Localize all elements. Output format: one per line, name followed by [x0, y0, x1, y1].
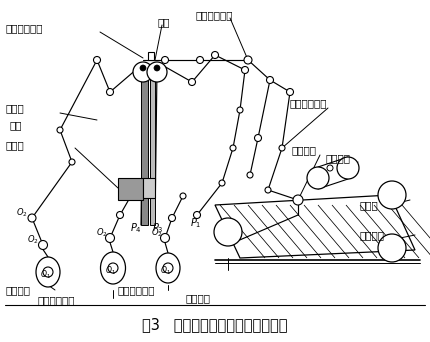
Bar: [141, 65, 148, 225]
Text: $P_4$: $P_4$: [130, 221, 142, 235]
Circle shape: [378, 181, 406, 209]
Circle shape: [265, 187, 271, 193]
Circle shape: [163, 263, 173, 273]
Polygon shape: [215, 195, 415, 258]
Circle shape: [39, 240, 47, 250]
Text: 二次上袋凸轮: 二次上袋凸轮: [38, 295, 76, 305]
Text: 夹持器: 夹持器: [5, 103, 24, 113]
Circle shape: [286, 89, 294, 95]
Circle shape: [255, 134, 261, 142]
Circle shape: [219, 180, 225, 186]
Circle shape: [43, 267, 53, 277]
Text: $P_1$: $P_1$: [190, 216, 202, 230]
Text: 送袋皮带: 送袋皮带: [185, 293, 210, 303]
Bar: [150, 65, 155, 225]
Text: 钳手: 钳手: [10, 120, 22, 130]
Circle shape: [214, 218, 242, 246]
Circle shape: [105, 234, 114, 242]
Text: $O_1$: $O_1$: [40, 269, 50, 281]
Circle shape: [293, 195, 303, 205]
Bar: [143, 178, 155, 198]
Circle shape: [230, 145, 236, 151]
Circle shape: [194, 211, 200, 219]
Circle shape: [69, 159, 75, 165]
Bar: [118, 178, 143, 200]
Circle shape: [237, 107, 243, 113]
Circle shape: [28, 214, 36, 222]
Circle shape: [162, 56, 169, 64]
Text: 夹袋凸轮: 夹袋凸轮: [5, 285, 30, 295]
Circle shape: [93, 56, 101, 64]
Circle shape: [154, 65, 160, 71]
Circle shape: [327, 165, 333, 171]
Circle shape: [242, 66, 249, 74]
Text: 一次上袋机构: 一次上袋机构: [290, 98, 328, 108]
Circle shape: [212, 52, 218, 58]
Ellipse shape: [156, 253, 180, 283]
Text: $O_2$: $O_2$: [151, 227, 163, 239]
Circle shape: [147, 62, 167, 82]
Text: $P_3$: $P_3$: [152, 221, 164, 235]
Text: 夹袋提升机构: 夹袋提升机构: [5, 23, 43, 33]
Text: $O_1$: $O_1$: [104, 265, 115, 277]
Circle shape: [133, 62, 153, 82]
Circle shape: [140, 65, 146, 71]
Circle shape: [244, 56, 252, 64]
Text: 二次上袋机构: 二次上袋机构: [195, 10, 233, 20]
Bar: [148, 52, 154, 60]
Text: 供袋平台: 供袋平台: [360, 230, 385, 240]
Circle shape: [57, 127, 63, 133]
Text: 真空吸盘: 真空吸盘: [292, 145, 317, 155]
Circle shape: [188, 79, 196, 86]
Circle shape: [180, 193, 186, 199]
Text: 预制袋: 预制袋: [360, 200, 379, 210]
Circle shape: [160, 234, 169, 242]
Circle shape: [107, 89, 114, 95]
Text: $O_2$: $O_2$: [96, 227, 108, 239]
Circle shape: [267, 77, 273, 83]
Text: 齿轮: 齿轮: [157, 17, 169, 27]
Text: 图3   供袋部件的机构分析简化模型: 图3 供袋部件的机构分析简化模型: [142, 317, 288, 332]
Text: $O_2$: $O_2$: [27, 234, 39, 246]
Text: $O_2$: $O_2$: [16, 207, 28, 219]
Ellipse shape: [101, 252, 126, 284]
Text: 一次上袋凸轮: 一次上袋凸轮: [118, 285, 156, 295]
Circle shape: [108, 263, 118, 273]
Circle shape: [247, 172, 253, 178]
Circle shape: [307, 167, 329, 189]
Circle shape: [117, 211, 123, 219]
Text: 扫袋皮带: 扫袋皮带: [325, 153, 350, 163]
Circle shape: [378, 234, 406, 262]
Text: 工序盘: 工序盘: [5, 140, 24, 150]
Ellipse shape: [36, 257, 60, 287]
Circle shape: [279, 145, 285, 151]
Circle shape: [169, 214, 175, 222]
Circle shape: [197, 56, 203, 64]
Circle shape: [337, 157, 359, 179]
Text: $O_1$: $O_1$: [160, 265, 170, 277]
